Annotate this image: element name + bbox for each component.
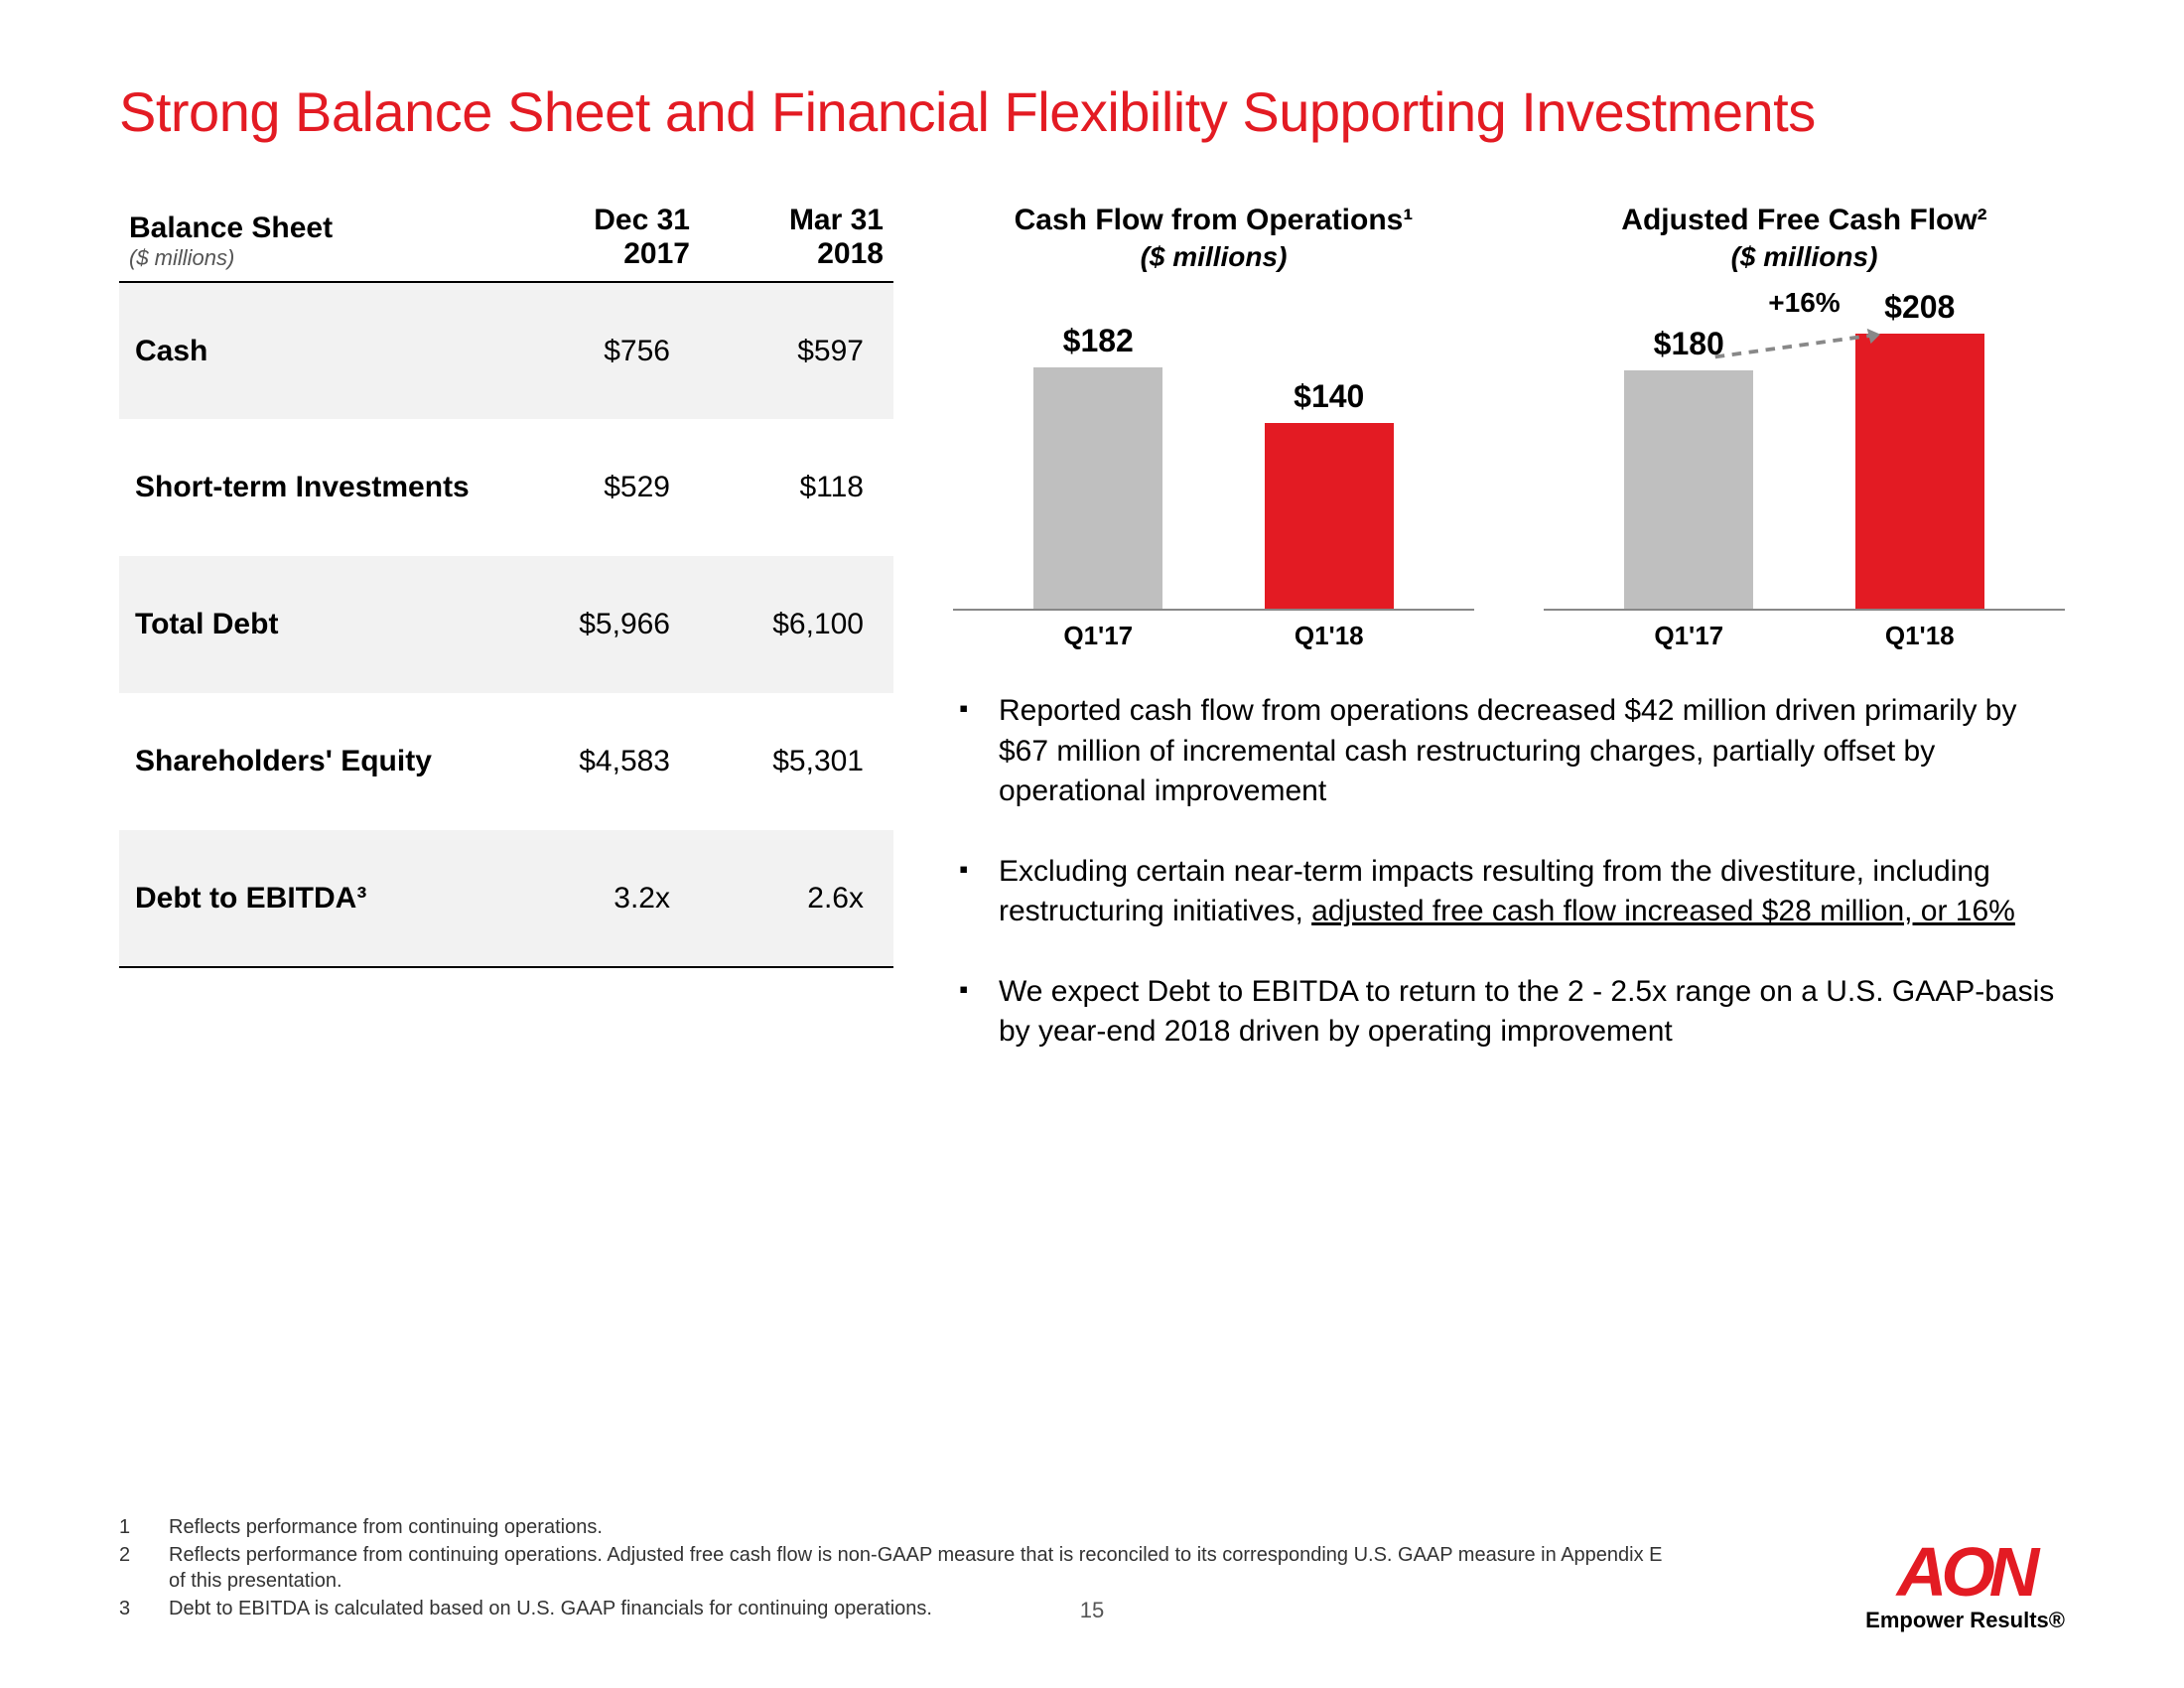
balance-sheet-table: Balance Sheet ($ millions) Dec 31 2017 M…	[119, 204, 893, 968]
right-panel: Cash Flow from Operations¹ ($ millions) …	[953, 204, 2065, 1092]
cashflow-ops-chart: Cash Flow from Operations¹ ($ millions) …	[953, 204, 1474, 651]
footnote: 3Debt to EBITDA is calculated based on U…	[119, 1596, 1668, 1621]
adj-fcf-chart: Adjusted Free Cash Flow² ($ millions) +1…	[1544, 204, 2065, 651]
bar: $208	[1845, 289, 1994, 609]
chart2-area: +16% $180$208	[1544, 293, 2065, 611]
page-number: 15	[1080, 1598, 1104, 1623]
aon-logo: AON Empower Results®	[1865, 1541, 2065, 1633]
chart2-subtitle: ($ millions)	[1544, 241, 2065, 273]
bar-rect	[1855, 334, 1984, 609]
x-tick-label: Q1'17	[1614, 621, 1763, 651]
chart2-xaxis: Q1'17 Q1'18	[1544, 611, 2065, 651]
logo-tagline: Empower Results®	[1865, 1608, 2065, 1633]
balance-sheet-panel: Balance Sheet ($ millions) Dec 31 2017 M…	[119, 204, 893, 1092]
bullet-item: Excluding certain near-term impacts resu…	[953, 852, 2065, 932]
footnote: 1Reflects performance from continuing op…	[119, 1514, 1668, 1540]
content-area: Balance Sheet ($ millions) Dec 31 2017 M…	[119, 204, 2065, 1092]
row-val-1: $4,583	[506, 693, 700, 830]
table-row: Debt to EBITDA³3.2x2.6x	[119, 830, 893, 967]
bar-value-label: $180	[1654, 326, 1724, 362]
table-header-col1: Dec 31 2017	[506, 204, 700, 282]
table-row: Shareholders' Equity$4,583$5,301	[119, 693, 893, 830]
row-val-1: 3.2x	[506, 830, 700, 967]
bullet-item: We expect Debt to EBITDA to return to th…	[953, 972, 2065, 1053]
bullet-list: Reported cash flow from operations decre…	[953, 691, 2065, 1053]
bar: $140	[1255, 378, 1404, 609]
table-header-col2: Mar 31 2018	[700, 204, 893, 282]
table-row: Cash$756$597	[119, 282, 893, 419]
bar-rect	[1033, 367, 1162, 609]
footnote: 2Reflects performance from continuing op…	[119, 1542, 1668, 1594]
chart1-xaxis: Q1'17 Q1'18	[953, 611, 1474, 651]
chart2-title: Adjusted Free Cash Flow²	[1544, 204, 2065, 237]
bar: $182	[1024, 323, 1172, 609]
row-label: Cash	[119, 282, 506, 419]
bar-value-label: $182	[1063, 323, 1134, 359]
row-label: Total Debt	[119, 556, 506, 693]
row-val-2: $6,100	[700, 556, 893, 693]
bar-value-label: $140	[1294, 378, 1364, 415]
x-tick-label: Q1'17	[1024, 621, 1172, 651]
logo-mark: AON	[1865, 1541, 2065, 1604]
table-header-sub: ($ millions)	[129, 245, 496, 271]
row-label: Short-term Investments	[119, 419, 506, 556]
x-tick-label: Q1'18	[1255, 621, 1404, 651]
row-val-1: $5,966	[506, 556, 700, 693]
row-val-2: $5,301	[700, 693, 893, 830]
chart1-area: $182 $140	[953, 293, 1474, 611]
row-val-2: 2.6x	[700, 830, 893, 967]
bar-rect	[1265, 423, 1394, 609]
row-val-1: $756	[506, 282, 700, 419]
bar-value-label: $208	[1884, 289, 1955, 326]
bullet-item: Reported cash flow from operations decre…	[953, 691, 2065, 812]
slide-title: Strong Balance Sheet and Financial Flexi…	[119, 79, 2065, 144]
row-val-1: $529	[506, 419, 700, 556]
footnotes: 1Reflects performance from continuing op…	[119, 1514, 1668, 1623]
row-label: Debt to EBITDA³	[119, 830, 506, 967]
x-tick-label: Q1'18	[1845, 621, 1994, 651]
table-row: Total Debt$5,966$6,100	[119, 556, 893, 693]
row-label: Shareholders' Equity	[119, 693, 506, 830]
charts-row: Cash Flow from Operations¹ ($ millions) …	[953, 204, 2065, 651]
table-header-text: Balance Sheet	[129, 211, 333, 244]
table-header-label: Balance Sheet ($ millions)	[119, 204, 506, 282]
growth-label: +16%	[1768, 287, 1840, 319]
chart1-title: Cash Flow from Operations¹	[953, 204, 1474, 237]
row-val-2: $118	[700, 419, 893, 556]
bar-rect	[1624, 370, 1753, 609]
bar: $180	[1614, 326, 1763, 609]
row-val-2: $597	[700, 282, 893, 419]
table-row: Short-term Investments$529$118	[119, 419, 893, 556]
chart1-subtitle: ($ millions)	[953, 241, 1474, 273]
